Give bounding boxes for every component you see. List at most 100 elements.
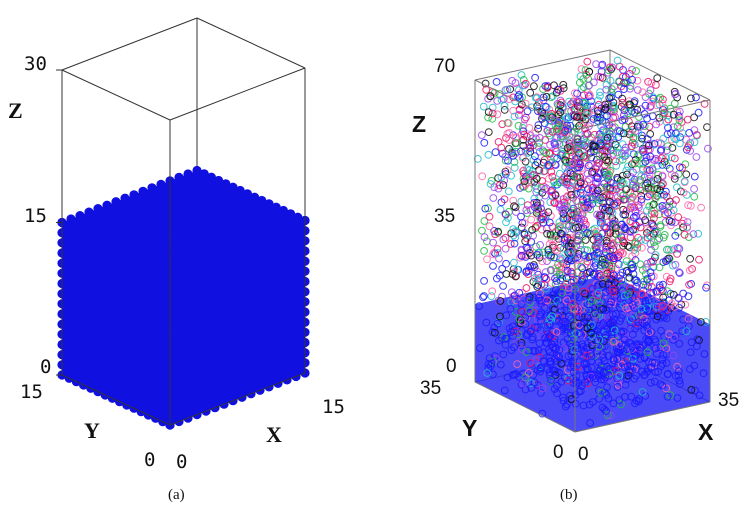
panel-b-particle bbox=[585, 311, 593, 320]
panel-b-particle bbox=[514, 111, 523, 119]
panel-b-particle bbox=[656, 221, 665, 230]
panel-b-particle bbox=[684, 314, 693, 323]
panel-b-particle bbox=[526, 262, 534, 271]
panel-b-particle bbox=[504, 187, 513, 196]
panel-b-particle bbox=[629, 362, 638, 371]
panel-b-particle bbox=[495, 181, 504, 190]
panel-b-particle bbox=[507, 171, 516, 180]
panel-b-particle bbox=[692, 93, 700, 102]
panel-a-particle bbox=[136, 305, 146, 315]
panel-a-particle bbox=[273, 236, 283, 246]
panel-b-particle bbox=[583, 169, 592, 178]
panel-a-particle bbox=[129, 302, 139, 312]
panel-b-particle bbox=[493, 245, 502, 253]
panel-b-particle bbox=[522, 206, 531, 215]
panel-b-particle bbox=[560, 373, 569, 382]
panel-b-particle bbox=[627, 315, 635, 323]
panel-b-particle bbox=[653, 175, 662, 183]
panel-b-particle bbox=[578, 264, 587, 273]
panel-b-particle bbox=[673, 183, 681, 192]
panel-b-particle bbox=[480, 138, 489, 147]
panel-b-particle bbox=[577, 262, 586, 271]
panel-b-particle bbox=[560, 236, 569, 244]
panel-b-particle bbox=[529, 371, 538, 379]
panel-b-particle bbox=[604, 352, 613, 360]
panel-a-x-tick-max: 15 bbox=[322, 396, 345, 418]
panel-a-particle bbox=[115, 264, 125, 275]
panel-a-particle bbox=[273, 256, 283, 266]
panel-b-particle bbox=[487, 292, 496, 301]
panel-a-particle bbox=[93, 336, 103, 346]
panel-a-particle bbox=[64, 221, 74, 231]
panel-b-particle bbox=[633, 319, 641, 328]
panel-b-particle bbox=[510, 291, 519, 300]
panel-b-particle bbox=[702, 283, 710, 292]
panel-b-particle bbox=[657, 326, 665, 335]
panel-b-particle bbox=[670, 334, 678, 342]
panel-b-particle bbox=[594, 96, 602, 105]
panel-b-particle bbox=[581, 66, 590, 74]
panel-a-particle bbox=[79, 329, 89, 339]
panel-b-particle bbox=[645, 328, 654, 337]
panel-b-particle bbox=[625, 100, 634, 109]
panel-a-particle bbox=[71, 244, 81, 255]
panel-a-particle bbox=[136, 254, 146, 264]
panel-b-particle bbox=[523, 330, 532, 338]
panel-a-particle bbox=[143, 318, 153, 329]
panel-a-particle bbox=[64, 272, 74, 282]
panel-b-particle bbox=[665, 277, 674, 286]
panel-b-particle bbox=[654, 138, 663, 147]
panel-b-particle bbox=[620, 85, 628, 93]
panel-b-particle bbox=[538, 215, 547, 224]
panel-a-particle bbox=[107, 251, 117, 261]
panel-a-particle bbox=[210, 270, 220, 281]
panel-a-particle bbox=[100, 370, 110, 380]
panel-b-particle bbox=[539, 158, 548, 167]
panel-a-particle bbox=[282, 233, 292, 243]
panel-b-particle bbox=[559, 301, 567, 310]
panel-b-particle bbox=[598, 218, 606, 227]
panel-b-particle bbox=[482, 85, 491, 94]
panel-b-particle bbox=[604, 66, 613, 75]
panel-a-particle bbox=[151, 312, 161, 322]
panel-b-particle bbox=[699, 369, 708, 378]
panel-b-particle bbox=[604, 228, 612, 237]
panel-a-particle bbox=[192, 288, 202, 298]
panel-b-particle bbox=[639, 212, 648, 221]
panel-b-particle bbox=[647, 363, 656, 372]
panel-a-particle bbox=[174, 315, 184, 325]
panel-a-particle bbox=[115, 254, 125, 264]
panel-a-particle bbox=[264, 280, 274, 290]
panel-b-particle bbox=[682, 170, 691, 179]
panel-b-particle bbox=[577, 214, 585, 223]
panel-b-particle bbox=[600, 152, 609, 161]
panel-b-particle bbox=[537, 296, 546, 305]
panel-b-particle bbox=[628, 65, 636, 74]
panel-b-particle bbox=[623, 149, 632, 158]
panel-a-particle bbox=[100, 339, 110, 349]
panel-a-particle bbox=[158, 366, 168, 376]
panel-b-particle bbox=[644, 296, 653, 305]
panel-b-z-tick-mid: 35 bbox=[434, 206, 455, 227]
panel-b-particle bbox=[580, 206, 589, 214]
panel-b-particle bbox=[551, 245, 560, 254]
panel-b-particle bbox=[593, 106, 602, 115]
panel-b-particle bbox=[654, 367, 662, 376]
panel-b-particle bbox=[477, 131, 486, 140]
panel-b-particle bbox=[524, 270, 532, 279]
panel-b-particle bbox=[642, 321, 651, 330]
panel-b-edge bbox=[609, 49, 711, 101]
panel-b-particle bbox=[569, 300, 577, 309]
panel-b-particle bbox=[628, 160, 636, 169]
panel-a-particle bbox=[201, 284, 211, 294]
panel-a-particle bbox=[264, 290, 274, 300]
panel-b-particle bbox=[511, 327, 520, 336]
panel-b-particle bbox=[667, 170, 676, 179]
panel-b-particle bbox=[637, 236, 645, 244]
panel-b-particle bbox=[571, 399, 580, 408]
panel-b-particle bbox=[645, 140, 654, 148]
panel-b-particle bbox=[690, 185, 698, 193]
panel-b-particle bbox=[500, 106, 509, 114]
panel-b-particle bbox=[541, 334, 549, 342]
panel-b-particle bbox=[593, 237, 602, 246]
